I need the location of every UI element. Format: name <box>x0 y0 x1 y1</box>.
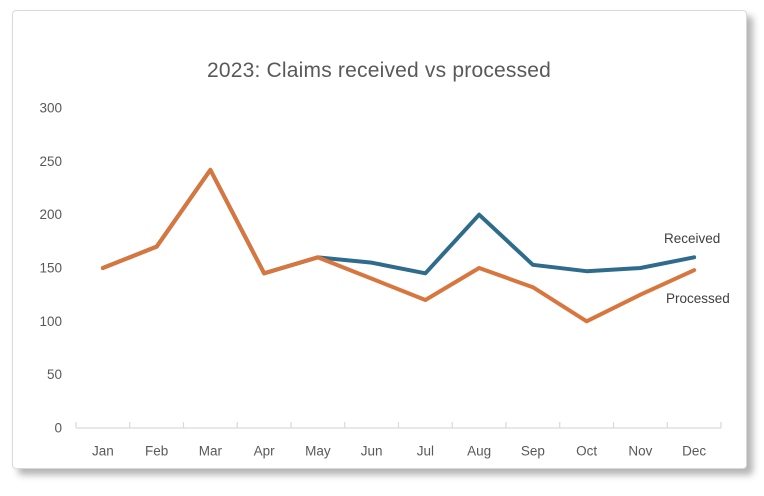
x-tick-label: Mar <box>199 444 223 459</box>
chart-card: 2023: Claims received vs processed 0 50 10… <box>12 10 747 469</box>
plot-layer <box>100 167 697 324</box>
y-tick-label: 50 <box>47 367 62 382</box>
series-label-processed: Processed <box>666 291 730 306</box>
y-tick-label: 100 <box>39 314 62 329</box>
x-tick-label: Jul <box>417 444 434 459</box>
y-tick-label: 0 <box>54 421 62 436</box>
line-chart: 2023: Claims received vs processed 0 50 10… <box>39 59 730 459</box>
x-tick-label: Oct <box>576 444 597 459</box>
axis-layer: 0 50 100 150 200 250 300 Jan Feb Mar Apr May Jun Jul A… <box>39 101 722 459</box>
x-tick-label: Aug <box>467 444 491 459</box>
y-tick-label: 300 <box>39 101 62 116</box>
y-tick-label: 200 <box>39 207 62 222</box>
x-tick-label: Sep <box>521 444 545 459</box>
series-label-received: Received <box>664 231 720 246</box>
series-line-received <box>100 167 697 276</box>
chart-title: 2023: Claims received vs processed <box>207 59 551 82</box>
y-tick-label: 150 <box>39 261 62 276</box>
x-tick-label: Jun <box>361 444 383 459</box>
x-tick-label: Feb <box>145 444 168 459</box>
x-tick-label: Jan <box>92 444 114 459</box>
x-tick-label: Nov <box>628 444 652 459</box>
y-tick-label: 250 <box>39 154 62 169</box>
x-tick-label: Apr <box>254 444 276 459</box>
x-tick-label: May <box>305 444 331 459</box>
x-tick-label: Dec <box>682 444 706 459</box>
series-line-processed <box>100 167 697 324</box>
